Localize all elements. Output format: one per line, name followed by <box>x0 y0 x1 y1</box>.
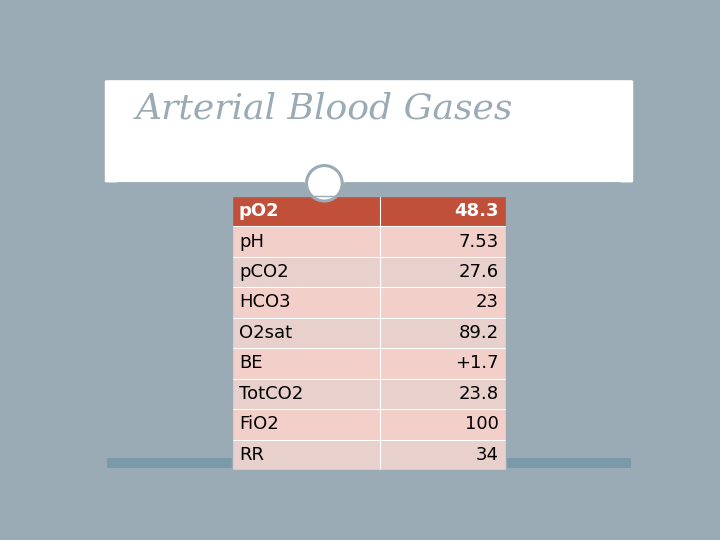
Bar <box>380 196 505 226</box>
Text: FiO2: FiO2 <box>239 415 279 434</box>
Bar <box>233 196 505 470</box>
Text: pO2: pO2 <box>239 202 279 220</box>
Bar <box>233 440 380 470</box>
Text: RR: RR <box>239 446 264 464</box>
Bar <box>233 318 380 348</box>
Bar <box>233 348 380 379</box>
Bar <box>380 318 505 348</box>
Text: 23.8: 23.8 <box>459 385 499 403</box>
Text: +1.7: +1.7 <box>455 354 499 373</box>
Bar <box>233 256 380 287</box>
Text: TotCO2: TotCO2 <box>239 385 303 403</box>
Bar <box>233 409 380 440</box>
Bar <box>380 287 505 318</box>
Bar <box>233 226 380 256</box>
Text: pH: pH <box>239 233 264 251</box>
Bar <box>380 256 505 287</box>
Bar <box>380 226 505 256</box>
Bar <box>233 379 380 409</box>
Text: pCO2: pCO2 <box>239 263 289 281</box>
Ellipse shape <box>307 166 342 201</box>
Text: HCO3: HCO3 <box>239 294 291 312</box>
Bar <box>380 379 505 409</box>
Bar <box>233 196 380 226</box>
FancyBboxPatch shape <box>104 79 634 183</box>
Bar <box>380 440 505 470</box>
Bar <box>233 287 380 318</box>
Bar <box>380 348 505 379</box>
Text: 89.2: 89.2 <box>459 324 499 342</box>
Text: 23: 23 <box>476 294 499 312</box>
Text: BE: BE <box>239 354 263 373</box>
Text: O2sat: O2sat <box>239 324 292 342</box>
Text: 27.6: 27.6 <box>459 263 499 281</box>
Bar <box>107 458 631 468</box>
Text: Arterial Blood Gases: Arterial Blood Gases <box>135 91 513 125</box>
Text: 48.3: 48.3 <box>454 202 499 220</box>
Bar <box>380 409 505 440</box>
Text: 34: 34 <box>476 446 499 464</box>
Text: 7.53: 7.53 <box>459 233 499 251</box>
Text: 100: 100 <box>465 415 499 434</box>
